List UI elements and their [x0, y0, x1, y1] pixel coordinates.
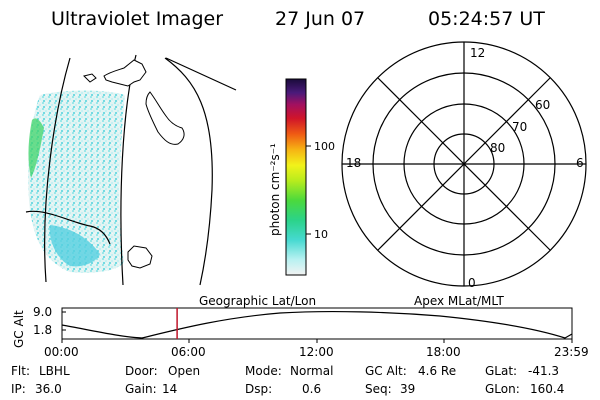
date-label: 27 Jun 07	[275, 8, 366, 30]
polar-plot	[341, 41, 587, 287]
status-gcalt-label: GC Alt:	[365, 364, 407, 378]
instrument-title: Ultraviolet Imager	[51, 8, 224, 30]
status-seq-label: Seq:	[365, 382, 392, 396]
status-door-value: Open	[168, 364, 201, 378]
status-ip-label: IP:	[11, 382, 26, 396]
status-gain-value: 14	[162, 382, 178, 396]
timeline-xtick-0600: 06:00	[171, 345, 206, 359]
mlt-label-18: 18	[346, 156, 362, 170]
mlt-label-12: 12	[470, 46, 486, 60]
status-gcalt-value: 4.6 Re	[418, 364, 457, 378]
status-dsp-label: Dsp:	[245, 382, 273, 396]
mlt-label-6: 6	[576, 156, 584, 170]
timeline-xtick-0000: 00:00	[44, 345, 79, 359]
status-glon-label: GLon:	[485, 382, 520, 396]
status-glat-label: GLat:	[485, 364, 518, 378]
status-mode-value: Normal	[290, 364, 334, 378]
status-ip-value: 36.0	[35, 382, 62, 396]
timeline-left-title: Geographic Lat/Lon	[199, 294, 317, 308]
geographic-image	[25, 54, 237, 286]
status-gain-label: Gain:	[125, 382, 157, 396]
lat-label-80: 80	[490, 141, 506, 155]
timeline-ytick-9: 9.0	[33, 305, 53, 319]
colorbar-unit-label: photon cm⁻²s⁻¹	[268, 143, 282, 236]
colorbar-tick-10: 10	[314, 228, 328, 241]
status-dsp-value: 0.6	[302, 382, 322, 396]
status-mode-label: Mode:	[245, 364, 282, 378]
colorbar	[285, 78, 311, 276]
timeline-right-title: Apex MLat/MLT	[414, 294, 504, 308]
status-glon-value: 160.4	[530, 382, 565, 396]
status-filter-value: LBHL	[39, 364, 70, 378]
timeline-xtick-1800: 18:00	[426, 345, 461, 359]
lat-label-70: 70	[512, 120, 528, 134]
timeline-ytick-1-8: 1.8	[33, 323, 53, 337]
timeline-ylabel: GC Alt	[12, 310, 26, 348]
timeline-panel	[61, 307, 573, 343]
colorbar-tick-100: 100	[314, 140, 335, 153]
time-label: 05:24:57 UT	[428, 8, 545, 30]
timeline-xtick-2359: 23:59	[554, 345, 589, 359]
status-door-label: Door:	[125, 364, 158, 378]
lat-label-60: 60	[535, 98, 551, 112]
status-seq-value: 39	[400, 382, 416, 396]
mlt-label-0: 0	[468, 276, 476, 290]
status-filter-label: Flt:	[11, 364, 30, 378]
timeline-xtick-1200: 12:00	[299, 345, 334, 359]
status-glat-value: -41.3	[528, 364, 560, 378]
